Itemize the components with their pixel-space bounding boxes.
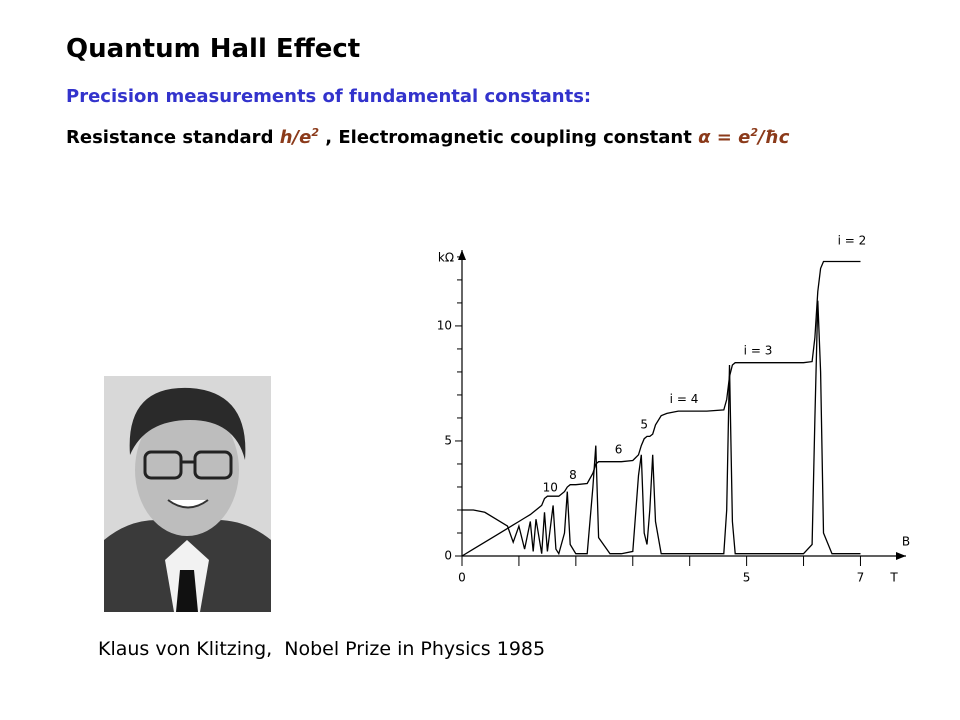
x-tick-label: 0 (458, 571, 466, 585)
plateau-label: i = 3 (744, 344, 773, 358)
x-tick-label: 5 (743, 571, 751, 585)
x-unit: T (889, 571, 898, 585)
plateau-label: 6 (615, 443, 623, 457)
formula: α = e (698, 127, 751, 148)
text: Resistance standard (66, 127, 280, 148)
plateau-label: 8 (569, 468, 577, 482)
y-arrow (458, 250, 466, 260)
x-label: B (902, 535, 910, 549)
constants-line: Resistance standard h/e2 , Electromagnet… (66, 126, 789, 148)
subtitle: Precision measurements of fundamental co… (66, 86, 592, 107)
x-tick-label: 7 (857, 571, 865, 585)
plateau-label: i = 4 (670, 392, 699, 406)
formula: /ħc (757, 127, 790, 148)
curve (461, 260, 861, 557)
title: Quantum Hall Effect (66, 34, 361, 64)
y-unit: kΩ (438, 251, 454, 265)
plateau-label: 5 (640, 417, 648, 431)
formula: h/e (279, 127, 312, 148)
text: , Electromagnetic coupling constant (318, 127, 699, 148)
exponent: 2 (311, 126, 319, 139)
y-tick-label: 10 (437, 318, 452, 332)
y-tick-label: 0 (444, 549, 452, 563)
exponent: 2 (750, 126, 758, 139)
caption: Klaus von Klitzing, Nobel Prize in Physi… (98, 638, 546, 660)
x-arrow (896, 552, 906, 560)
plateau-label: 10 (543, 481, 558, 495)
portrait (104, 376, 271, 612)
y-tick-label: 5 (444, 433, 452, 447)
curve (462, 300, 861, 556)
plateau-label: i = 2 (838, 233, 867, 247)
